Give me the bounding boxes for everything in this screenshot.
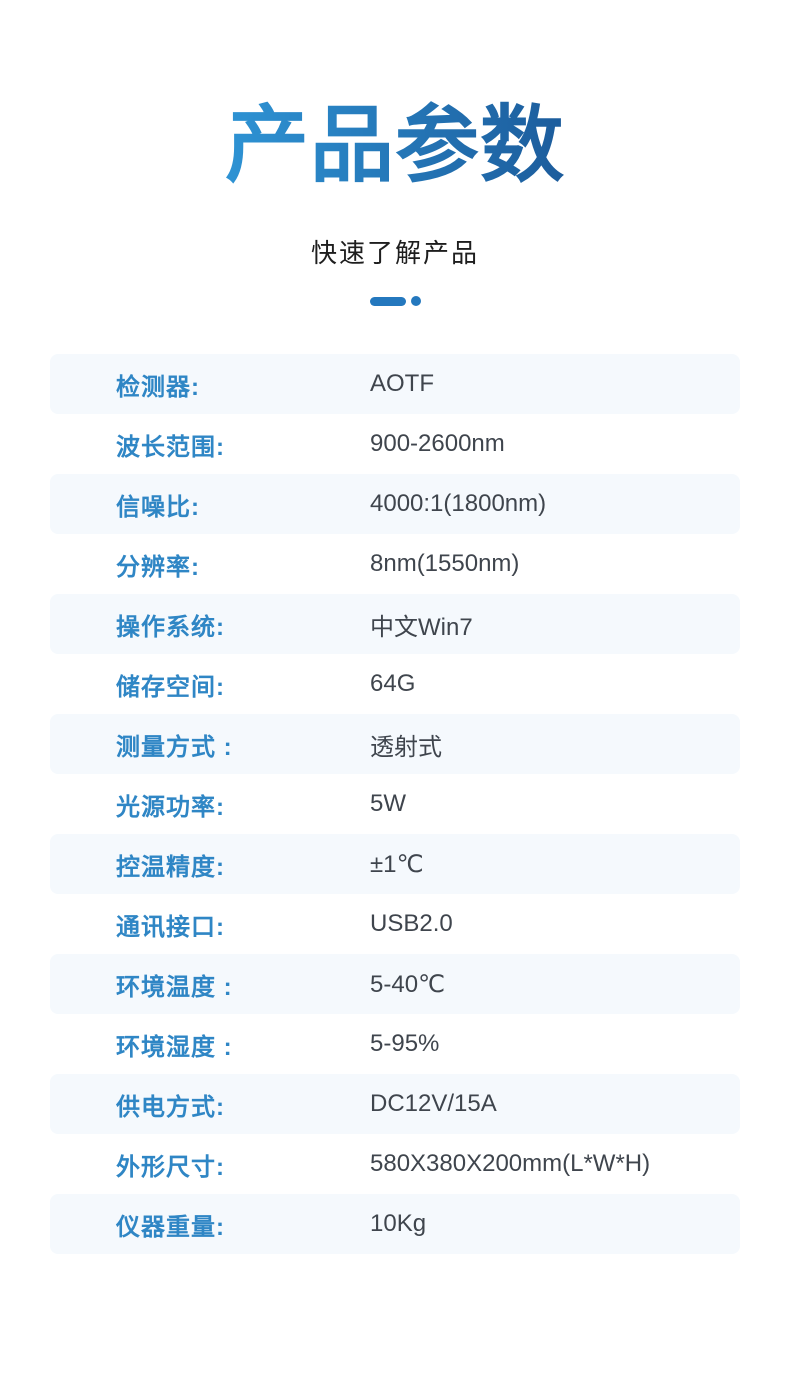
spec-table-row: 通讯接口: USB2.0 [50, 894, 740, 954]
spec-label: 检测器: [116, 373, 200, 401]
spec-value: 8nm(1550nm) [370, 550, 520, 578]
spec-value: DC12V/15A [370, 1090, 497, 1118]
spec-label: 分辨率: [116, 553, 200, 581]
spec-table-row: 外形尺寸: 580X380X200mm(L*W*H) [50, 1134, 740, 1194]
spec-label: 环境温度 : [116, 973, 233, 1001]
spec-label: 波长范围: [116, 433, 225, 461]
spec-label: 测量方式 : [116, 733, 233, 761]
spec-table-row: 储存空间: 64G [50, 654, 740, 714]
page-title: 产品参数 [224, 95, 565, 194]
spec-label: 供电方式: [116, 1093, 225, 1121]
spec-value: 5-40℃ [370, 970, 445, 998]
spec-value: AOTF [370, 370, 434, 398]
spec-value: ±1℃ [370, 850, 424, 878]
spec-table-row: 仪器重量: 10Kg [50, 1194, 740, 1255]
spec-label: 操作系统: [116, 613, 225, 641]
main-content: 检测器: AOTF 波长范围: 900-2600nm 信噪比: 4000:1(1… [0, 354, 790, 1255]
spec-label: 外形尺寸: [116, 1153, 225, 1181]
spec-table-row: 供电方式: DC12V/15A [50, 1074, 740, 1135]
page-subtitle: 快速了解产品 [310, 238, 479, 269]
spec-label: 光源功率: [116, 793, 225, 821]
spec-table-row: 检测器: AOTF [50, 354, 740, 415]
spec-table-row: 分辨率: 8nm(1550nm) [50, 534, 740, 594]
spec-value: 5W [370, 790, 406, 818]
spec-value: 10Kg [370, 1210, 427, 1238]
spec-table-row: 环境温度 : 5-40℃ [50, 954, 740, 1015]
spec-value: 4000:1(1800nm) [370, 490, 547, 518]
spec-label: 储存空间: [116, 673, 225, 701]
spec-table-row: 控温精度: ±1℃ [50, 834, 740, 895]
divider-dot-icon [410, 296, 421, 307]
spec-table-row: 测量方式 : 透射式 [50, 714, 740, 775]
spec-label: 信噪比: [116, 493, 200, 521]
spec-value: USB2.0 [370, 910, 453, 938]
spec-table-row: 操作系统: 中文Win7 [50, 594, 740, 655]
spec-table: 检测器: AOTF 波长范围: 900-2600nm 信噪比: 4000:1(1… [50, 354, 740, 1255]
spec-value: 透射式 [370, 733, 442, 761]
spec-label: 环境湿度 : [116, 1033, 233, 1061]
spec-label: 控温精度: [116, 853, 225, 881]
spec-value: 580X380X200mm(L*W*H) [370, 1150, 651, 1178]
spec-label: 通讯接口: [116, 913, 225, 941]
spec-table-row: 信噪比: 4000:1(1800nm) [50, 474, 740, 535]
title-divider [0, 296, 790, 307]
header: 产品参数 快速了解产品 [0, 0, 790, 307]
spec-value: 中文Win7 [370, 613, 473, 641]
spec-table-row: 环境湿度 : 5-95% [50, 1014, 740, 1074]
spec-table-row: 光源功率: 5W [50, 774, 740, 834]
spec-value: 900-2600nm [370, 430, 505, 458]
divider-dash-icon [369, 296, 406, 306]
spec-value: 64G [370, 670, 416, 698]
spec-value: 5-95% [370, 1030, 440, 1058]
spec-label: 仪器重量: [116, 1213, 225, 1241]
spec-table-row: 波长范围: 900-2600nm [50, 414, 740, 474]
